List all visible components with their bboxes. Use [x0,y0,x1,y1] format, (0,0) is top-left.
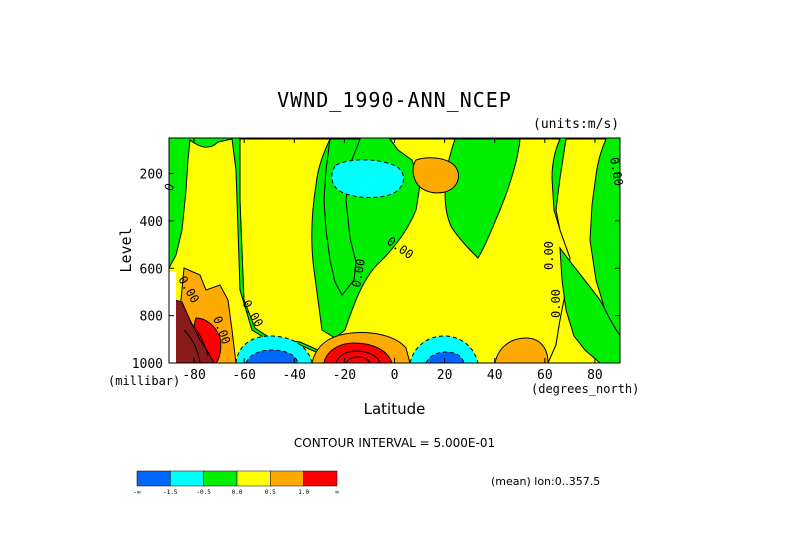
y-tick-label: 1000 [132,357,163,372]
x-tick-label: 40 [487,368,503,383]
colorbar-label: -0.5 [196,489,211,496]
contour-interval-note: CONTOUR INTERVAL = 5.000E-01 [293,436,496,450]
contour-line-pole-ring-2 [183,329,201,363]
colorbar-swatch [303,470,338,487]
field-darkred-pole [169,297,215,363]
mean-longitude-note: (mean) lon:0..357.5 [491,475,601,488]
contour-label: 0.00 [549,289,563,318]
field-blue-south [245,349,299,363]
field-missing-pole [169,272,176,363]
colorbar-label: -1.5 [163,489,178,496]
field-cyan-upper [331,159,404,198]
field-cyan-north-bottom [409,335,479,363]
contour-label: 0.00 [607,156,626,187]
colorbar-label: 1.0 [298,489,309,496]
field-blue-north [425,351,465,363]
contour-label: 0.00 [542,241,556,270]
colorbar-label: 0.0 [232,489,243,496]
x-tick-label: 20 [437,368,453,383]
y-tick-label: 200 [140,168,163,183]
contour-fill [169,138,620,363]
chart-title: VWND_1990-ANN_NCEP [277,88,512,112]
x-tick-label: 60 [537,368,553,383]
x-tick-label: -80 [182,368,205,383]
x-tick-label: 0 [391,368,399,383]
x-tick-label: -40 [283,368,306,383]
colorbar: -∞ -1.5 -0.5 0.0 0.5 1.0 ∞ [133,470,339,496]
colorbar-label: 0.5 [265,489,276,496]
colorbar-swatch [170,470,204,487]
x-unit-label: (degrees_north) [531,382,640,396]
contour-line-pole-ring [189,321,209,357]
colorbar-label: -∞ [133,489,141,496]
y-tick-label: 800 [140,310,163,325]
colorbar-label: ∞ [335,489,339,496]
field-orange-north-bottom [494,337,549,363]
colorbar-swatch [136,470,171,487]
contour-line-red-ring-inner [345,356,371,363]
contour-line-red-ring [335,350,381,363]
y-tick-label: 600 [140,262,163,277]
y-axis-ticks: 200 400 600 800 1000 [132,168,620,372]
colorbar-swatch [203,470,238,487]
x-axis-label: Latitude [363,400,426,418]
y-tick-label: 400 [140,215,163,230]
colorbar-swatch [236,470,271,487]
contour-label: 0.00 [349,258,368,289]
field-red-equator [323,342,393,363]
x-tick-label: -20 [333,368,356,383]
x-tick-label: -60 [232,368,255,383]
x-axis-ticks: -80 -60 -40 -20 0 20 40 60 80 [182,138,603,383]
x-tick-label: 80 [587,368,603,383]
units-note: (units:m/s) [533,117,620,132]
y-unit-label: (millibar) [108,374,181,388]
colorbar-swatch [270,470,304,487]
contour-label: 0 [162,181,178,193]
field-orange-upper [412,157,459,194]
